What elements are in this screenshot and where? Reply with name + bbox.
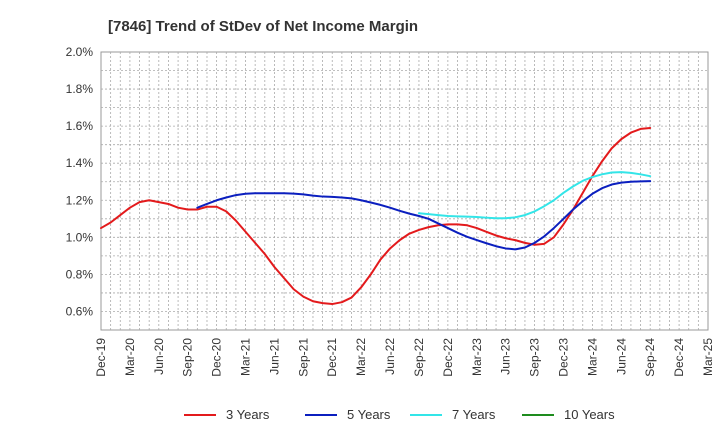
x-tick-label: Sep-22: [412, 338, 426, 377]
x-tick-label: Sep-23: [528, 338, 542, 377]
legend-label-7-years: 7 Years: [452, 407, 496, 422]
x-tick-label: Dec-21: [325, 338, 339, 377]
x-tick-label: Sep-20: [181, 338, 195, 377]
y-axis: 0.6% 0.8% 1.0% 1.2% 1.4% 1.6% 1.8% 2.0%: [66, 45, 94, 318]
chart-title: [7846] Trend of StDev of Net Income Marg…: [108, 18, 418, 35]
x-tick-label: Dec-20: [210, 338, 224, 377]
x-tick-label: Jun-23: [499, 338, 513, 375]
legend-label-5-years: 5 Years: [347, 407, 391, 422]
y-tick-label: 1.8%: [66, 82, 94, 96]
x-tick-label: Dec-24: [672, 338, 686, 377]
x-tick-label: Mar-24: [585, 338, 599, 376]
x-tick-label: Mar-21: [239, 338, 253, 376]
grid: [101, 52, 708, 330]
x-tick-label: Jun-22: [383, 338, 397, 375]
series-line-3-years: [100, 126, 652, 306]
series-line-7-years: [417, 171, 652, 220]
x-tick-label: Dec-23: [556, 338, 570, 377]
y-tick-label: 1.0%: [66, 230, 94, 244]
y-tick-label: 1.2%: [66, 193, 94, 207]
series-line-5-years: [196, 180, 652, 251]
y-tick-label: 0.8%: [66, 267, 94, 281]
legend-label-3-years: 3 Years: [226, 407, 270, 422]
x-tick-label: Mar-25: [701, 338, 715, 376]
x-tick-label: Dec-19: [94, 338, 108, 377]
legend-label-10-years: 10 Years: [564, 407, 615, 422]
x-tick-label: Mar-23: [470, 338, 484, 376]
y-tick-label: 0.6%: [66, 304, 94, 318]
x-tick-label: Jun-20: [152, 338, 166, 375]
y-tick-label: 1.4%: [66, 156, 94, 170]
plot-area: [100, 51, 709, 331]
x-tick-label: Sep-21: [296, 338, 310, 377]
x-tick-label: Sep-24: [643, 338, 657, 377]
y-tick-label: 1.6%: [66, 119, 94, 133]
x-axis: Dec-19 Mar-20 Jun-20 Sep-20 Dec-20 Mar-21 Jun-…: [94, 338, 715, 377]
x-tick-label: Mar-20: [123, 338, 137, 376]
x-tick-label: Jun-21: [267, 338, 281, 375]
y-tick-label: 2.0%: [66, 45, 94, 59]
x-tick-label: Dec-22: [441, 338, 455, 377]
x-tick-label: Mar-22: [354, 338, 368, 376]
plot-frame: [100, 51, 709, 331]
series-lines: [100, 126, 652, 306]
x-tick-label: Jun-24: [614, 338, 628, 375]
legend: 3 Years 5 Years 7 Years 10 Years: [184, 407, 615, 422]
